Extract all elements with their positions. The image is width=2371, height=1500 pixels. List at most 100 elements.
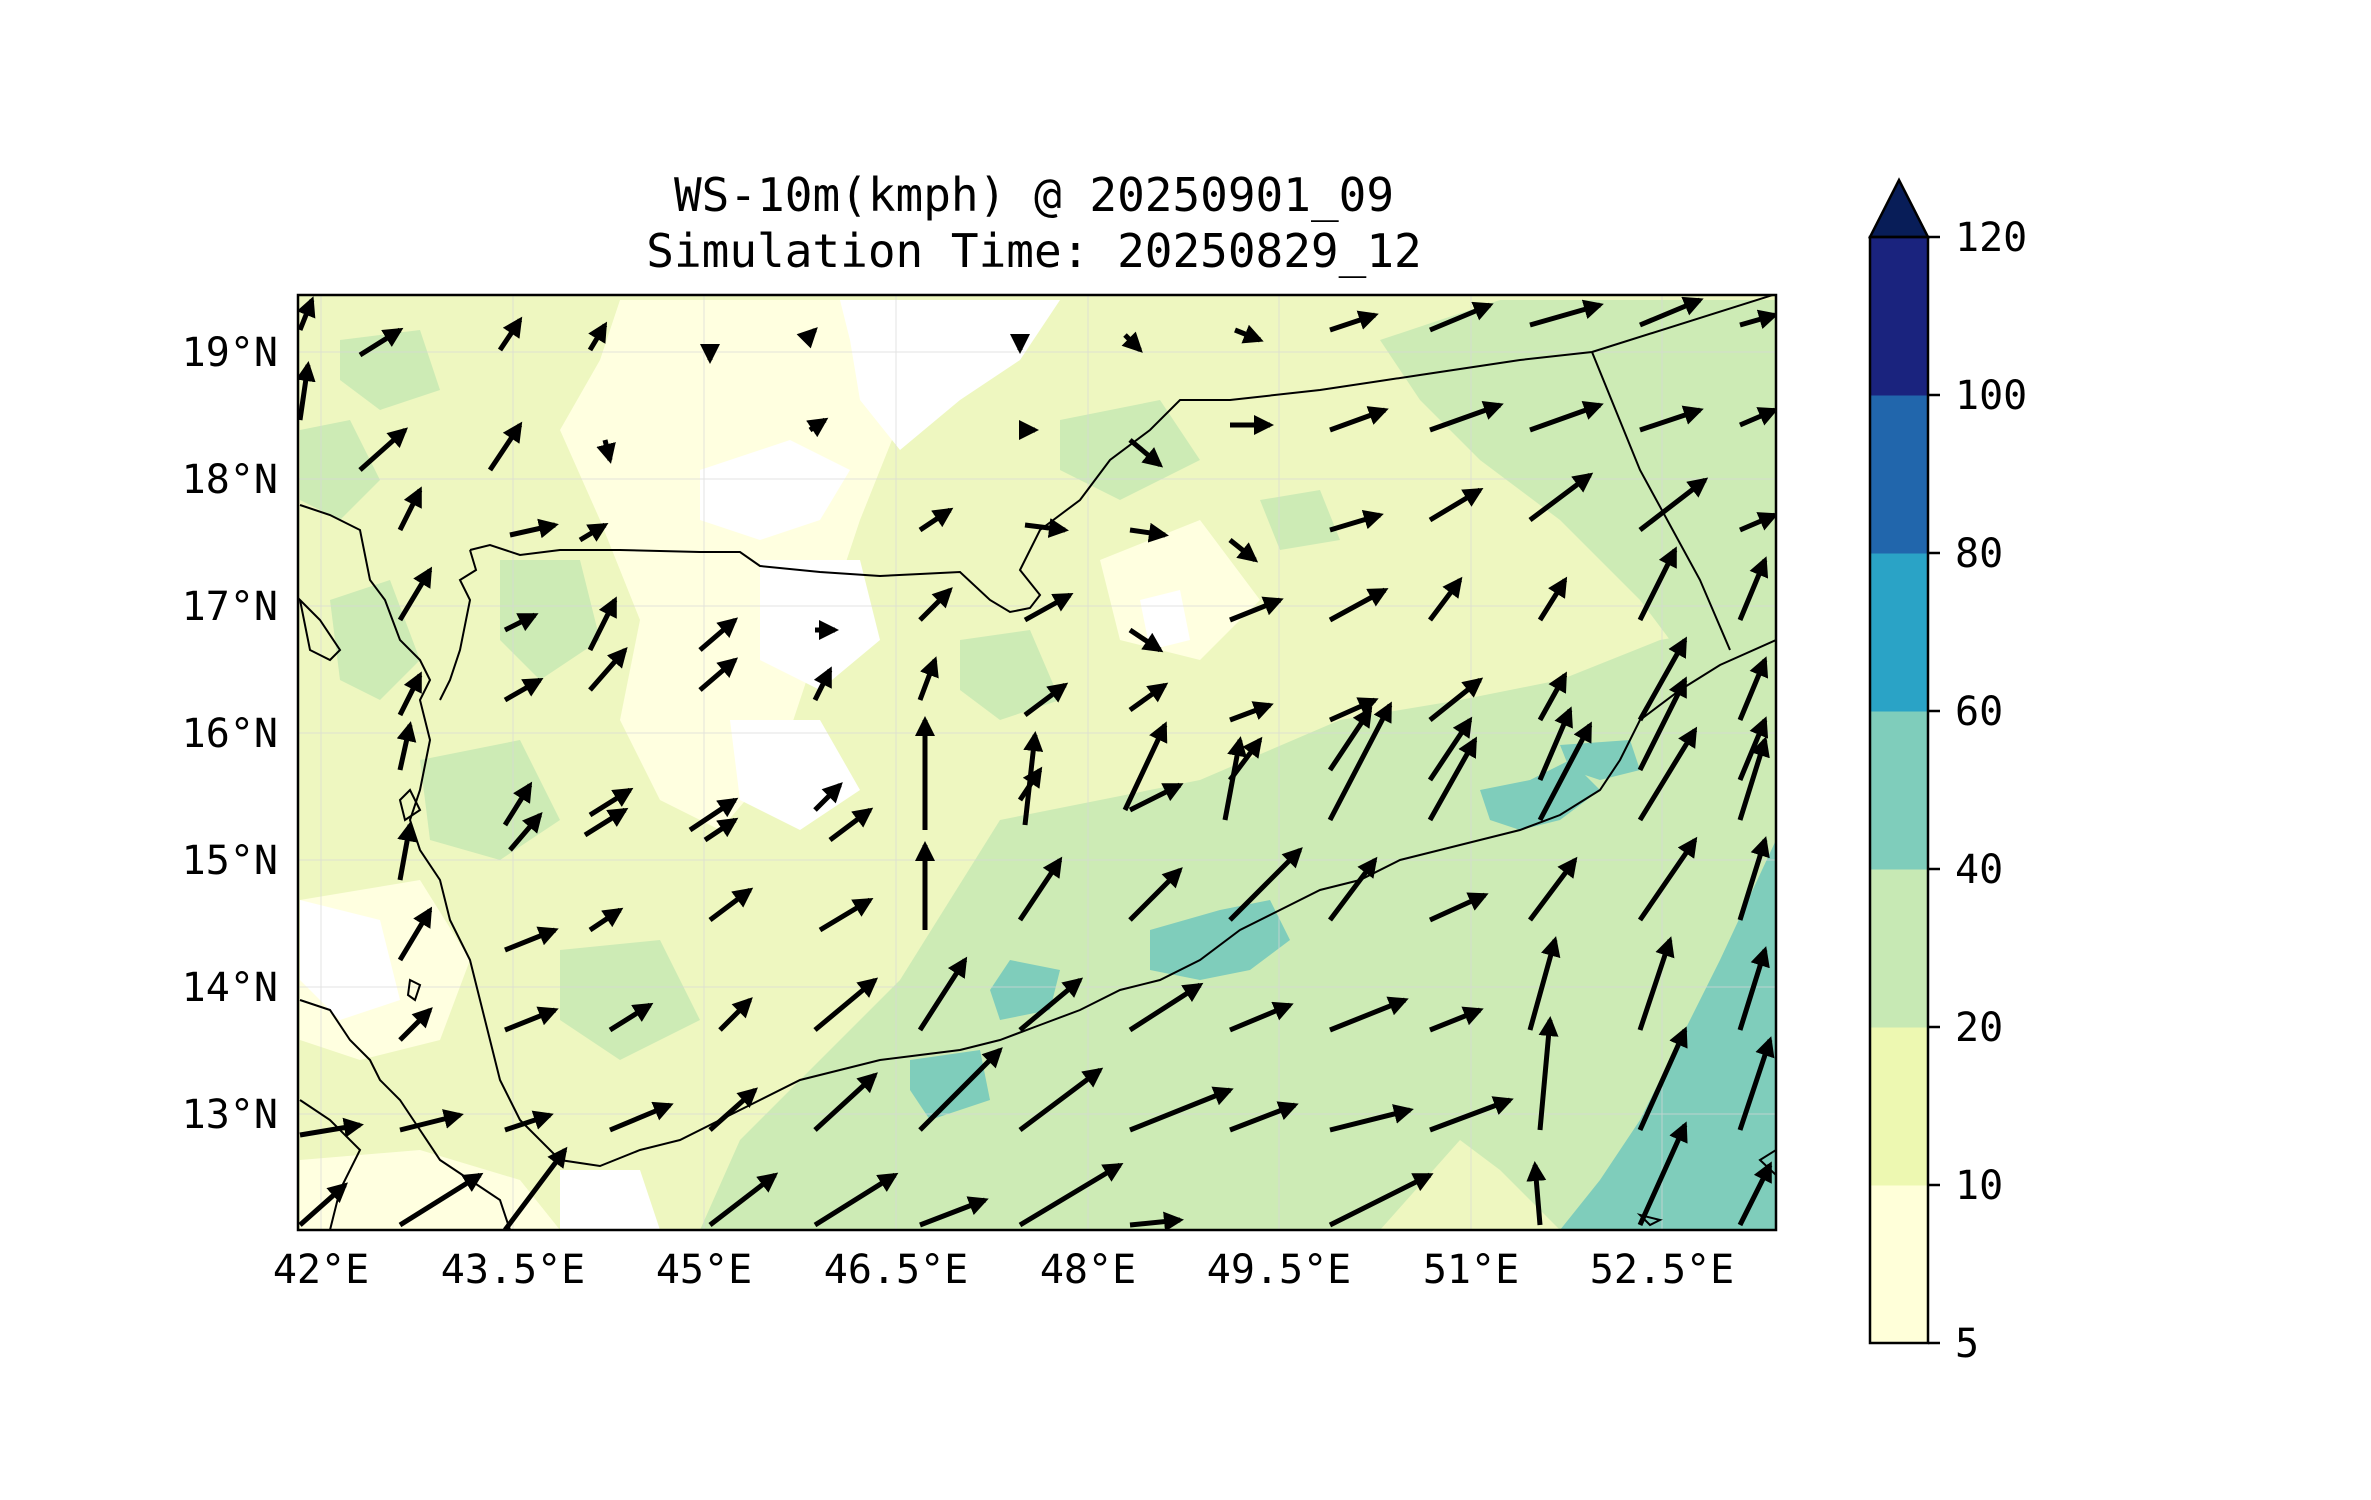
wind-arrow [1022,731,1044,826]
wind-arrow [504,926,559,953]
wind-arrow [918,507,954,533]
wind-arrow [1739,512,1776,533]
wind-arrow [1129,522,1169,543]
wind-arrow [818,897,874,933]
wind-arrow [1737,656,1769,721]
wind-arrow [718,997,753,1032]
colorbar-label: 5 [1955,1321,1979,1367]
wind-arrow [1328,587,1389,623]
wind-arrow [1234,324,1264,344]
wind-arrow [588,907,624,933]
wind-arrow [813,1172,899,1228]
wind-arrow [1739,407,1776,428]
wind-arrow [578,522,609,543]
y-tick-label: 15°N [182,838,278,884]
wind-arrow [1129,1086,1234,1133]
colorbar-label: 10 [1955,1163,2003,1209]
wind-arrow [1428,487,1484,523]
wind-arrow [1637,546,1678,622]
wind-arrow [497,316,523,352]
wind-arrow [504,1006,559,1033]
wind-arrow [1128,438,1164,468]
wind-arrow [399,1109,464,1133]
wind-arrow [698,657,739,692]
wind-arrow [504,1110,554,1133]
wind-arrow [397,566,433,622]
wind-arrow [708,887,754,922]
wind-arrow [1023,592,1074,623]
wind-speed-map [296,293,1778,1232]
x-tick-label: 45°E [656,1247,752,1293]
wind-arrow [1737,1036,1775,1131]
x-axis-labels: 42°E 43.5°E 45°E 46.5°E 48°E 49.5°E 51°E… [273,1247,1734,1293]
wind-arrow [298,361,316,421]
y-tick-label: 18°N [182,457,278,503]
x-tick-label: 48°E [1040,1247,1136,1293]
wind-arrow [397,821,417,881]
y-axis-labels: 19°N 18°N 17°N 16°N 15°N 14°N 13°N [182,330,278,1138]
wind-arrow [1017,856,1063,922]
x-tick-label: 46.5°E [824,1247,969,1293]
y-tick-label: 13°N [182,1092,278,1138]
wind-arrow [796,327,818,349]
wind-arrow [698,617,739,652]
colorbar-labels: 5 10 20 40 60 80 100 120 [1955,215,2027,1367]
wind-arrow [1638,477,1709,532]
wind-arrow [398,1007,433,1042]
wind-arrow [1121,331,1143,353]
wind-arrow [1639,405,1704,433]
x-tick-label: 51°E [1423,1247,1519,1293]
wind-arrow [1429,1096,1514,1133]
wind-arrow [587,596,618,652]
wind-arrow [1739,309,1776,330]
wind-arrow [298,296,316,331]
wind-arrow [1737,736,1770,821]
wind-arrow [1329,996,1409,1033]
wind-arrow [1529,299,1604,328]
wind-arrow [503,1146,568,1230]
colorbar-band [1870,1027,1928,1186]
wind-arrow [917,656,939,701]
wind-arrow [1537,1016,1559,1131]
wind-arrow [1128,782,1184,813]
wind-arrow [1229,1101,1299,1133]
wind-arrow [583,807,629,838]
wind-arrow [1737,1161,1773,1227]
colorbar-ticks [1928,235,1940,1345]
wind-arrow [1229,1001,1294,1033]
y-tick-label: 16°N [182,711,278,757]
wind-arrow [703,817,739,843]
wind-arrow [1637,836,1698,922]
wind-arrow [918,1047,1003,1132]
wind-arrow [1329,406,1389,433]
wind-arrow [1427,716,1473,782]
title-line-1: WS-10m(kmph) @ 20250901_09 [673,168,1395,222]
wind-arrow [1228,847,1303,922]
wind-arrow [1222,736,1247,821]
wind-arrow [812,666,833,702]
x-tick-label: 42°E [273,1247,369,1293]
wind-arrow [813,1072,878,1132]
colorbar-band [1870,553,1928,712]
wind-arrow [609,1101,674,1133]
wind-arrow [1429,301,1494,333]
wind-arrow [1229,701,1274,723]
wind-arrow [608,1002,654,1033]
wind-arrow [487,421,523,472]
wind-arrow [502,781,533,827]
wind-arrow [1328,1172,1434,1228]
wind-arrow [503,612,539,633]
coastlines-borders [298,295,1776,1230]
colorbar-bands [1870,237,1928,1344]
wind-arrow [396,721,417,771]
wind-arrow [1637,726,1698,822]
wind-arrow [1128,867,1183,922]
wind-arrow [1023,682,1069,717]
colorbar: 5 10 20 40 60 80 100 120 [1867,177,2027,1367]
wind-arrow [1527,936,1561,1031]
wind-arrow [1329,310,1379,333]
wind-arrow [299,1117,364,1138]
wind-arrow [1128,627,1164,653]
wind-arrow [1637,676,1688,772]
colorbar-label: 80 [1955,531,2003,577]
